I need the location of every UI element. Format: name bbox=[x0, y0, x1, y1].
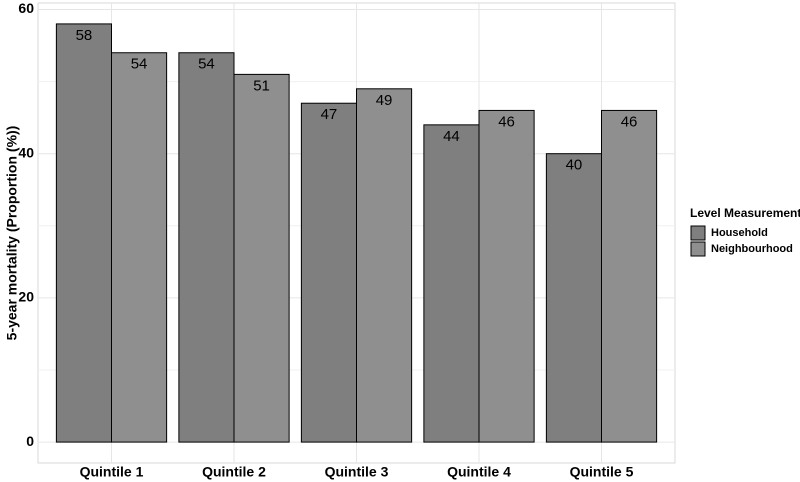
bar bbox=[111, 52, 168, 443]
value-label: 47 bbox=[321, 106, 338, 123]
value-label: 46 bbox=[621, 113, 638, 130]
bar bbox=[233, 73, 290, 443]
x-tick-label: Quintile 2 bbox=[202, 464, 266, 480]
bar bbox=[356, 88, 413, 443]
value-label: 46 bbox=[498, 113, 515, 130]
value-label: 40 bbox=[566, 157, 583, 174]
value-label: 51 bbox=[253, 77, 270, 94]
value-label: 54 bbox=[198, 56, 215, 73]
y-tick-label: 60 bbox=[18, 0, 34, 16]
legend-key bbox=[690, 225, 706, 241]
x-tick-label: Quintile 4 bbox=[447, 464, 511, 480]
value-label: 44 bbox=[443, 128, 460, 145]
legend-title: Level Measurement bbox=[690, 206, 800, 220]
bar bbox=[545, 153, 602, 443]
bar bbox=[423, 124, 480, 443]
y-tick-label: 0 bbox=[26, 433, 34, 449]
legend-key bbox=[690, 241, 706, 257]
y-axis-label: 5-year mortality (Proportion (%)) bbox=[4, 126, 20, 341]
x-tick-label: Quintile 1 bbox=[80, 464, 144, 480]
bar bbox=[478, 109, 535, 443]
value-label: 54 bbox=[131, 56, 148, 73]
y-tick-label: 20 bbox=[18, 289, 34, 305]
value-label: 49 bbox=[376, 92, 393, 109]
legend-label: Household bbox=[711, 227, 768, 239]
bar bbox=[178, 52, 235, 443]
bar bbox=[601, 109, 658, 443]
legend-label: Neighbourhood bbox=[711, 243, 793, 255]
value-label: 58 bbox=[76, 27, 93, 44]
bar bbox=[55, 23, 112, 443]
bar bbox=[300, 102, 357, 443]
y-tick-label: 40 bbox=[18, 144, 34, 160]
x-tick-label: Quintile 5 bbox=[570, 464, 634, 480]
x-tick-label: Quintile 3 bbox=[325, 464, 389, 480]
